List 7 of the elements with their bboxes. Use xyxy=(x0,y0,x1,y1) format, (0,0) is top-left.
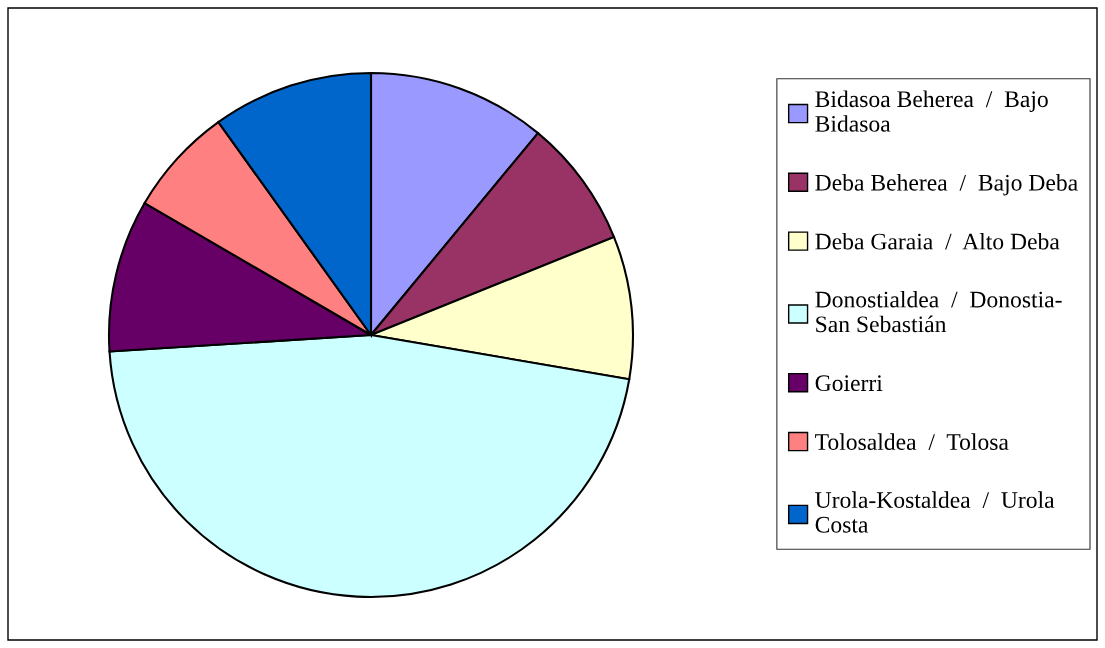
legend-label: Urola-Kostaldea / Urola Costa xyxy=(815,491,1055,533)
legend-label: Deba Beherea / Bajo Deba xyxy=(815,174,1078,196)
legend-label: Bidasoa Beherea / Bajo Bidasoa xyxy=(815,90,1048,132)
legend-label: Deba Garaia / Alto Deba xyxy=(815,232,1060,250)
legend-label: Tolosaldea / Tolosa xyxy=(815,433,1009,450)
legend-label: Goierri xyxy=(815,375,883,392)
legend-label: Donostialdea / Donostia-San Sebastián xyxy=(815,290,1062,333)
